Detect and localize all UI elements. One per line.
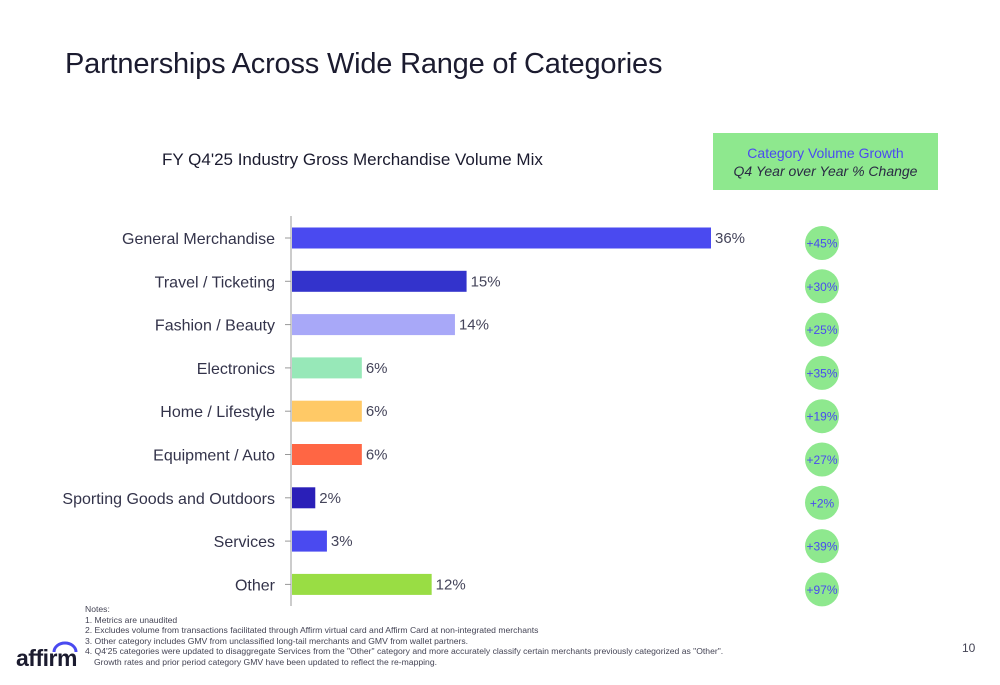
category-label: Electronics [197,361,275,378]
category-label: Services [214,534,275,551]
data-label: 36% [715,230,745,247]
data-label: 14% [459,317,489,334]
note-line: 1. Metrics are unaudited [85,614,178,625]
growth-label: +39% [806,540,837,554]
category-label: General Merchandise [122,231,275,248]
growth-circle [805,226,839,260]
chart-title: FY Q4'25 Industry Gross Merchandise Volu… [162,150,543,169]
bar [292,487,316,509]
growth-circle [805,399,839,434]
category-label: Equipment / Auto [153,448,275,465]
note-continuation: Growth rates and prior period category G… [94,656,437,667]
growth-label: +27% [806,453,837,467]
bar [292,314,455,336]
notes-heading: Notes: [85,604,110,614]
data-label: 6% [366,360,388,377]
data-label: 6% [366,447,388,464]
growth-circle [805,485,839,520]
category-label: Travel / Ticketing [155,274,275,291]
notes: Notes: 1. Metrics are unaudited 2. Exclu… [85,604,785,668]
growth-legend-box: Category Volume Growth Q4 Year over Year… [713,133,938,190]
bar [292,227,711,249]
note-line: 3. Other category includes GMV from uncl… [85,635,469,646]
note-line: 2. Excludes volume from transactions fac… [85,625,539,636]
data-label: 15% [471,273,501,290]
affirm-logo-arc-icon [52,641,78,653]
growth-circle [805,312,839,347]
growth-box-title: Category Volume Growth [747,145,904,161]
category-label: Home / Lifestyle [160,404,275,421]
category-label: Sporting Goods and Outdoors [62,491,275,508]
category-label: Other [235,577,276,594]
bar [292,573,432,595]
data-label: 3% [331,533,353,550]
bar [292,400,362,422]
growth-circle [805,442,839,477]
growth-circle [805,269,839,304]
growth-circle [805,529,839,564]
growth-label: +35% [806,366,837,380]
growth-label: +45% [806,237,837,251]
data-label: 6% [366,403,388,420]
category-label: Fashion / Beauty [155,318,275,335]
bar [292,357,362,379]
growth-label: +30% [806,280,837,294]
bar [292,444,362,465]
data-label: 12% [436,576,466,593]
growth-label: +97% [806,583,837,597]
bar [292,530,327,552]
page-title: Partnerships Across Wide Range of Catego… [65,48,663,80]
growth-circle [805,355,839,390]
growth-circle [805,572,839,607]
affirm-logo: affirm [16,645,77,671]
note-line: 4. Q4'25 categories were updated to disa… [85,646,724,657]
bar [292,270,467,292]
growth-label: +25% [806,323,837,337]
page-number: 10 [962,641,976,655]
growth-label: +2% [810,496,835,510]
growth-label: +19% [806,410,837,424]
data-label: 2% [319,490,341,507]
growth-box-subtitle: Q4 Year over Year % Change [733,163,918,179]
